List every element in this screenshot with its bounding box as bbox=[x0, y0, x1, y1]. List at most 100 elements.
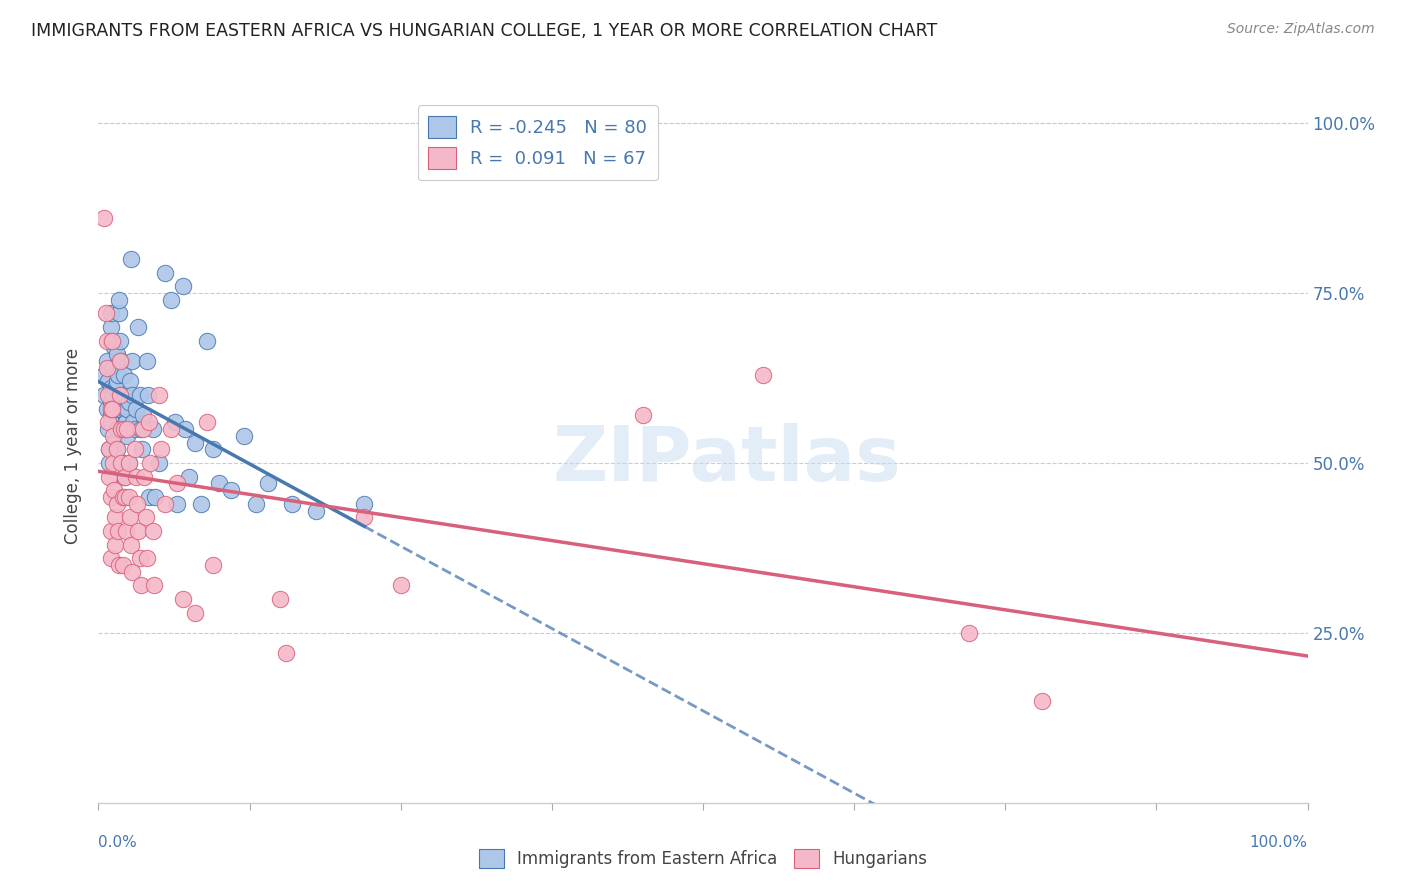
Point bbox=[184, 435, 207, 450]
Point bbox=[114, 490, 136, 504]
Point bbox=[389, 578, 412, 592]
Point bbox=[101, 456, 124, 470]
Point bbox=[153, 497, 176, 511]
Point bbox=[174, 422, 197, 436]
Point bbox=[93, 388, 115, 402]
Point bbox=[114, 469, 136, 483]
Point bbox=[108, 388, 131, 402]
Point bbox=[125, 469, 148, 483]
Point bbox=[127, 524, 149, 538]
Point bbox=[163, 415, 186, 429]
Point bbox=[142, 524, 165, 538]
Point bbox=[96, 354, 118, 368]
Point bbox=[142, 422, 165, 436]
Point bbox=[132, 422, 155, 436]
Point bbox=[121, 388, 143, 402]
Y-axis label: College, 1 year or more: College, 1 year or more bbox=[65, 348, 83, 544]
Point bbox=[752, 368, 775, 382]
Point bbox=[138, 415, 160, 429]
Point bbox=[631, 409, 654, 423]
Point bbox=[98, 442, 121, 457]
Point bbox=[100, 401, 122, 416]
Point bbox=[101, 388, 124, 402]
Point bbox=[121, 354, 143, 368]
Point bbox=[98, 456, 121, 470]
Point bbox=[129, 422, 152, 436]
Point bbox=[96, 334, 118, 348]
Point bbox=[1031, 694, 1053, 708]
Point bbox=[160, 293, 183, 307]
Point bbox=[114, 401, 136, 416]
Point bbox=[118, 510, 141, 524]
Point bbox=[179, 469, 201, 483]
Point bbox=[111, 456, 134, 470]
Point bbox=[105, 442, 128, 457]
Point bbox=[105, 422, 128, 436]
Point bbox=[111, 490, 134, 504]
Point bbox=[135, 510, 157, 524]
Point bbox=[117, 422, 139, 436]
Point bbox=[108, 354, 131, 368]
Point bbox=[208, 476, 231, 491]
Point bbox=[232, 429, 254, 443]
Point bbox=[166, 476, 188, 491]
Point bbox=[108, 293, 131, 307]
Point bbox=[115, 415, 138, 429]
Point bbox=[172, 591, 194, 606]
Point bbox=[166, 497, 188, 511]
Point bbox=[108, 334, 131, 348]
Point bbox=[195, 415, 218, 429]
Point bbox=[112, 469, 135, 483]
Point bbox=[115, 524, 138, 538]
Point bbox=[353, 497, 375, 511]
Point bbox=[118, 394, 141, 409]
Point bbox=[96, 401, 118, 416]
Point bbox=[103, 483, 125, 498]
Point bbox=[184, 606, 207, 620]
Point bbox=[132, 409, 155, 423]
Point bbox=[957, 626, 980, 640]
Point bbox=[104, 537, 127, 551]
Point bbox=[118, 456, 141, 470]
Point bbox=[118, 490, 141, 504]
Legend: R = -0.245   N = 80, R =  0.091   N = 67: R = -0.245 N = 80, R = 0.091 N = 67 bbox=[418, 105, 658, 180]
Point bbox=[97, 375, 120, 389]
Point bbox=[100, 334, 122, 348]
Point bbox=[100, 381, 122, 395]
Point bbox=[281, 497, 304, 511]
Point bbox=[110, 401, 132, 416]
Point bbox=[100, 401, 122, 416]
Point bbox=[124, 442, 146, 457]
Point bbox=[195, 334, 218, 348]
Point bbox=[112, 422, 135, 436]
Point bbox=[103, 341, 125, 355]
Point bbox=[111, 422, 134, 436]
Point bbox=[110, 456, 132, 470]
Point bbox=[138, 490, 160, 504]
Point bbox=[100, 409, 122, 423]
Point bbox=[104, 381, 127, 395]
Text: 100.0%: 100.0% bbox=[1250, 835, 1308, 850]
Point bbox=[108, 306, 131, 320]
Point bbox=[143, 490, 166, 504]
Legend: Immigrants from Eastern Africa, Hungarians: Immigrants from Eastern Africa, Hungaria… bbox=[472, 843, 934, 875]
Point bbox=[150, 442, 173, 457]
Point bbox=[127, 497, 149, 511]
Point bbox=[118, 375, 141, 389]
Point bbox=[117, 401, 139, 416]
Point bbox=[104, 401, 127, 416]
Point bbox=[105, 347, 128, 361]
Point bbox=[120, 537, 142, 551]
Text: IMMIGRANTS FROM EASTERN AFRICA VS HUNGARIAN COLLEGE, 1 YEAR OR MORE CORRELATION : IMMIGRANTS FROM EASTERN AFRICA VS HUNGAR… bbox=[31, 22, 938, 40]
Point bbox=[98, 469, 121, 483]
Point bbox=[245, 497, 267, 511]
Point bbox=[122, 415, 145, 429]
Point bbox=[96, 360, 118, 375]
Point bbox=[100, 551, 122, 566]
Point bbox=[353, 510, 375, 524]
Point bbox=[135, 354, 157, 368]
Text: 0.0%: 0.0% bbox=[98, 835, 138, 850]
Point bbox=[93, 211, 115, 226]
Point bbox=[110, 354, 132, 368]
Point bbox=[148, 388, 170, 402]
